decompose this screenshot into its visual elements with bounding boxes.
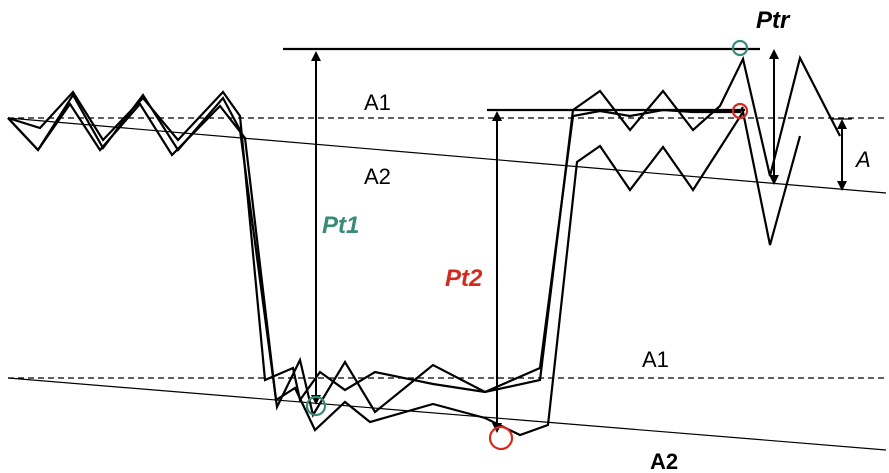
- label-a2-top: A2: [364, 164, 391, 189]
- label-a1-top: A1: [364, 90, 391, 115]
- label-a: A: [854, 147, 871, 172]
- label-a1-bottom: A1: [642, 347, 669, 372]
- pt2-bottom-marker: [488, 425, 514, 451]
- signal-line-2: [7, 90, 744, 403]
- pt1-bottom-marker: [305, 395, 327, 417]
- lower-sloped-line: [7, 377, 887, 451]
- signal-line-3: [7, 102, 802, 437]
- label-a2-bottom: A2: [650, 449, 678, 473]
- label-pt1: Pt1: [322, 212, 359, 239]
- pt2-top-marker: [731, 102, 749, 120]
- label-pt2: Pt2: [445, 265, 483, 292]
- upper-sloped-line: [7, 117, 887, 194]
- label-ptr: Ptr: [756, 7, 791, 34]
- pt1-top-marker: [731, 39, 749, 57]
